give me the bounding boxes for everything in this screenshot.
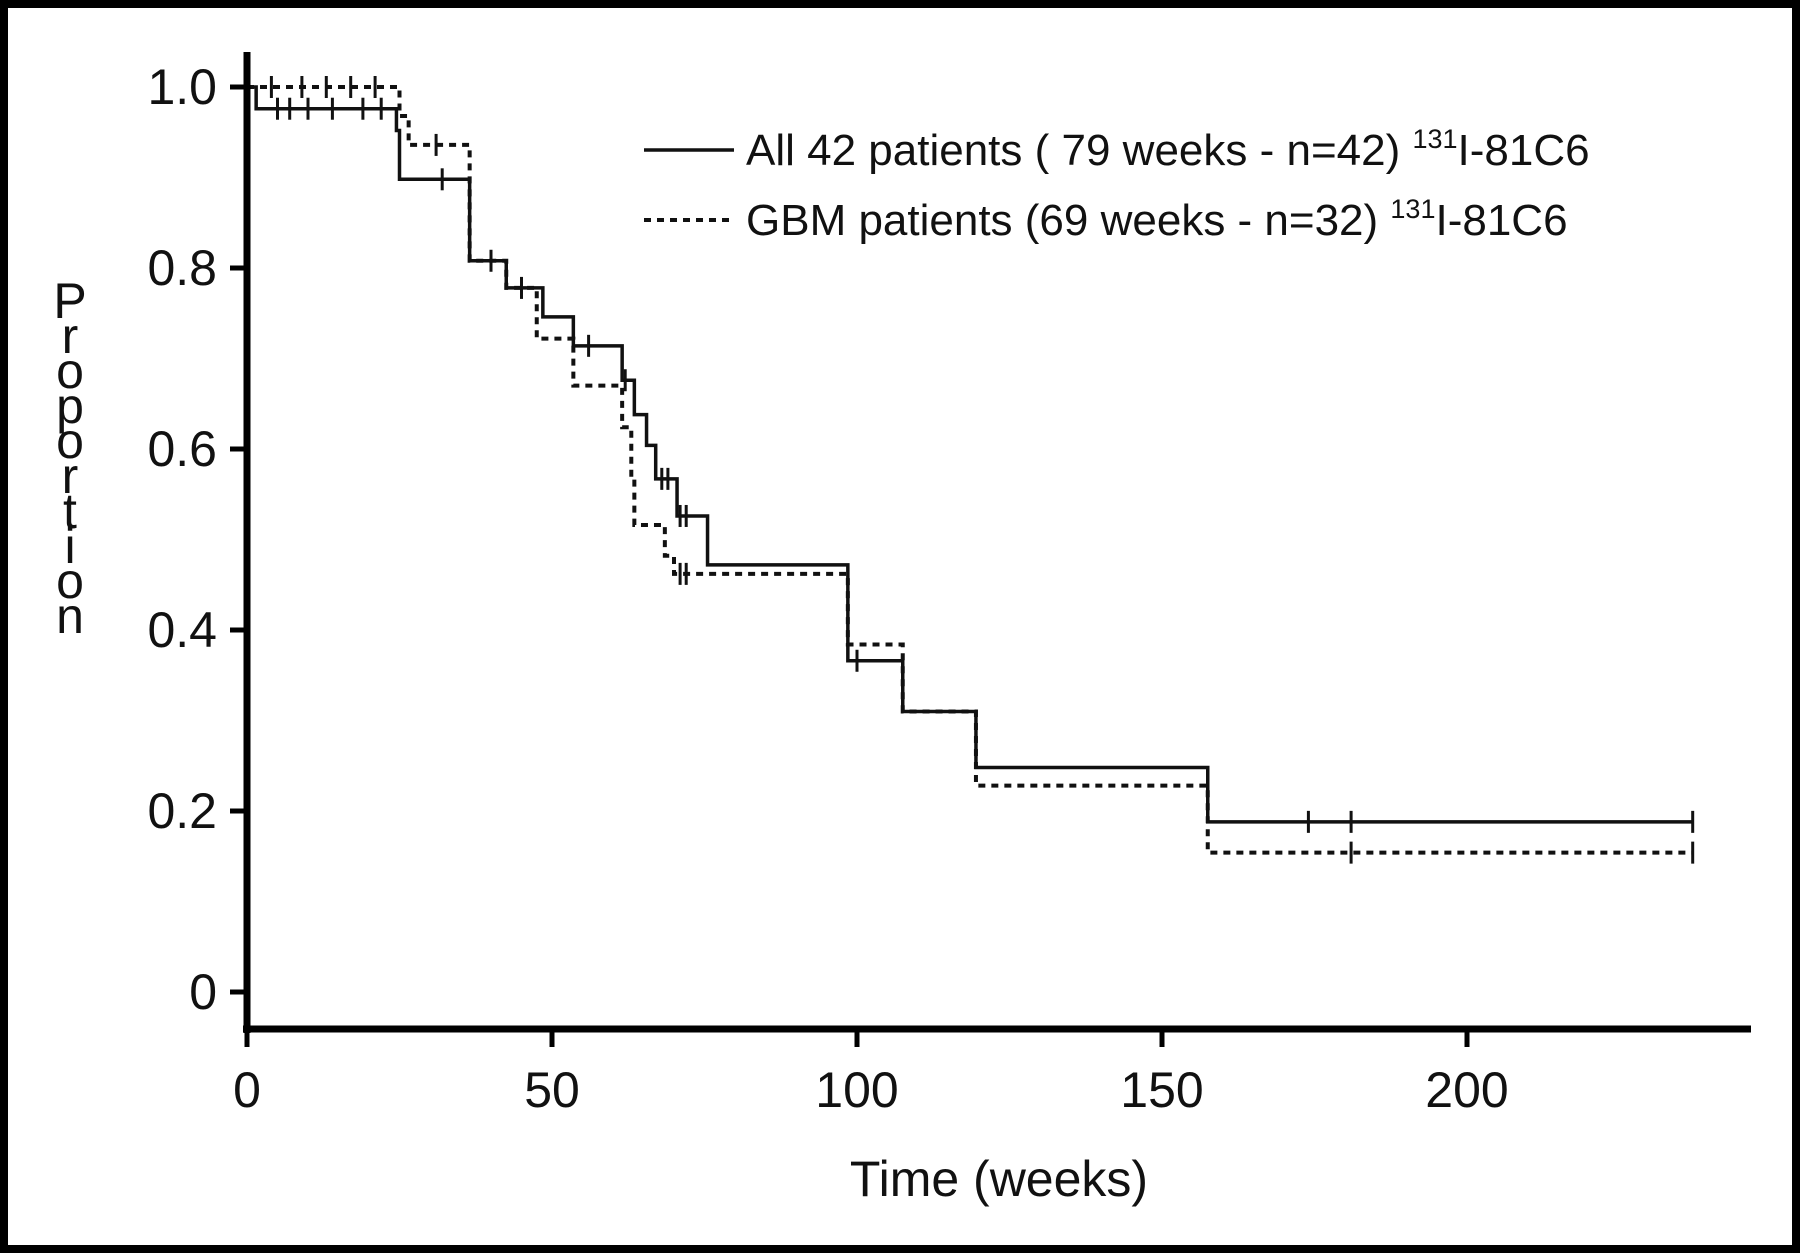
y-axis-title-letter: P: [53, 273, 86, 329]
x-tick-label: 200: [1425, 1062, 1508, 1118]
x-axis-title: Time (weeks): [850, 1151, 1148, 1207]
x-tick-label: 0: [233, 1062, 261, 1118]
y-tick-label: 1.0: [147, 59, 217, 115]
series-line-0: [247, 85, 1693, 824]
y-tick-label: 0.4: [147, 602, 217, 658]
legend-label-suffix: I-81C6: [1458, 126, 1590, 175]
y-axis-title-letter: o: [56, 413, 84, 469]
legend-label-isotope: 131: [1390, 194, 1435, 224]
y-axis-title-letter: r: [62, 448, 79, 504]
y-axis-title-letter: r: [62, 308, 79, 364]
legend-label-suffix: I-81C6: [1435, 196, 1567, 245]
y-tick-label: 0.6: [147, 421, 217, 477]
plot-area: [247, 76, 1695, 864]
x-tick-label: 150: [1120, 1062, 1203, 1118]
y-axis-title-letter: o: [56, 343, 84, 399]
legend: All 42 patients ( 79 weeks - n=42) 131I-…: [644, 124, 1590, 245]
y-axis-title-letter: i: [64, 518, 75, 574]
axes: 0 0.2 0.4 0.6 0.8 1.0 0 50 100 150 200 Time (weeks)…: [53, 52, 1751, 1207]
legend-label-text: All 42 patients ( 79 weeks - n=42): [746, 126, 1412, 175]
legend-label-1: GBM patients (69 weeks - n=32) 131I-81C6: [746, 194, 1568, 245]
y-axis-title-letter: p: [56, 378, 84, 434]
legend-label-text: GBM patients (69 weeks - n=32): [746, 196, 1390, 245]
legend-label-isotope: 131: [1412, 124, 1457, 154]
y-tick-label: 0.2: [147, 783, 217, 839]
x-tick-label: 50: [524, 1062, 580, 1118]
y-axis-title-letter: t: [63, 483, 77, 539]
y-tick-label: 0.8: [147, 240, 217, 296]
series-line-1: [247, 85, 1693, 855]
x-tick-label: 100: [815, 1062, 898, 1118]
y-axis-title-letter: n: [56, 588, 84, 644]
y-axis-title-letter: o: [56, 553, 84, 609]
legend-label-0: All 42 patients ( 79 weeks - n=42) 131I-…: [746, 124, 1590, 175]
y-tick-label: 0: [189, 964, 217, 1020]
